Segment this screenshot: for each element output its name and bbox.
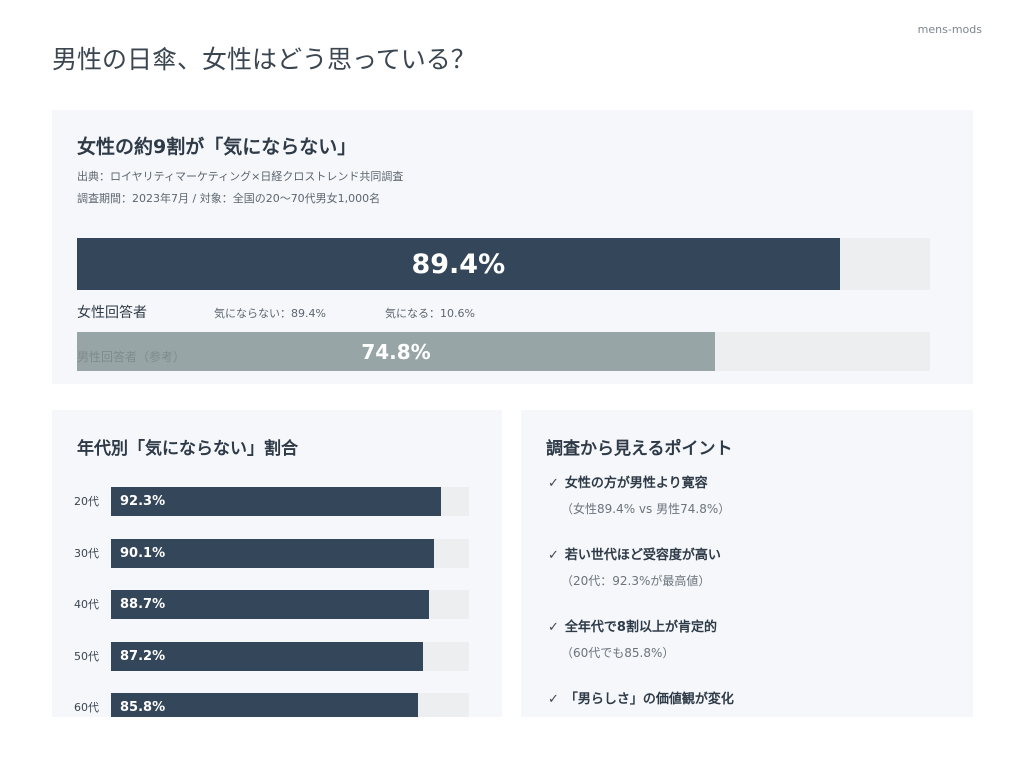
age-row: 20代 92.3% [52, 487, 502, 516]
age-bar-track: 90.1% [111, 538, 469, 568]
female-value-label: 89.4% [411, 248, 506, 280]
age-bar [111, 538, 434, 568]
points-title: 調査から見えるポイント [546, 439, 733, 459]
point-item: ✓ 全年代で8割以上が肯定的 （60代でも85.8%） [548, 616, 717, 661]
page-title: 男性の日傘、女性はどう思っている？ [52, 45, 476, 74]
survey-source: 出典：ロイヤリティマーケティング×日経クロストレンド共同調査 [77, 170, 404, 183]
point-detail: （60代でも85.8%） [561, 646, 675, 660]
age-bar [111, 641, 424, 671]
age-category-label: 20代 [74, 495, 99, 508]
female-respondents-label: 女性回答者 [77, 305, 147, 321]
age-bar [111, 693, 419, 717]
point-heading-text: 若い世代ほど受容度が高い [564, 548, 721, 563]
bothered-breakdown: 気になる：10.6% [385, 307, 475, 320]
age-row: 30代 90.1% [52, 538, 502, 568]
points-card: 調査から見えるポイント ✓ 女性の方が男性より寛容 （女性89.4% vs 男性74… [521, 410, 973, 717]
brand-name: mens-mods [917, 23, 982, 36]
check-icon: ✓ [548, 476, 559, 491]
female-bar-track: 89.4% [77, 238, 930, 290]
not-bothered-breakdown: 気にならない：89.4% [214, 307, 326, 320]
point-detail: （女性89.4% vs 男性74.8%） [561, 502, 731, 516]
point-detail: （20代：92.3%が最高値） [561, 574, 711, 588]
point-heading: ✓ 女性の方が男性より寛容 [548, 472, 730, 491]
point-heading-text: 女性の方が男性より寛容 [564, 476, 708, 491]
age-bar [111, 487, 442, 516]
point-heading: ✓ 全年代で8割以上が肯定的 [548, 616, 717, 635]
age-category-label: 50代 [74, 649, 99, 663]
age-bar-track: 92.3% [111, 487, 469, 516]
age-row: 40代 88.7% [52, 590, 502, 619]
male-bar [77, 332, 716, 371]
point-heading-text: 「男らしさ」の価値観が変化 [564, 692, 734, 707]
male-respondents-label: 男性回答者（参考） [77, 350, 186, 364]
point-item: ✓ 「男らしさ」の価値観が変化健康管理としての評価が主流に [548, 688, 734, 717]
point-detail: 健康管理としての評価が主流に [561, 716, 734, 717]
age-value-label: 90.1% [120, 545, 166, 561]
age-value-label: 88.7% [120, 597, 166, 612]
age-chart-title: 年代別「気にならない」割合 [77, 439, 298, 459]
age-bar-track: 88.7% [111, 590, 469, 619]
age-category-label: 60代 [74, 701, 99, 714]
point-heading: ✓ 「男らしさ」の価値観が変化 [548, 688, 734, 707]
survey-period: 調査期間：2023年7月 / 対象：全国の20〜70代男女1,000名 [77, 192, 381, 205]
age-category-label: 30代 [74, 546, 99, 560]
age-value-label: 87.2% [120, 648, 166, 664]
age-value-label: 92.3% [120, 494, 166, 509]
age-chart-card: 年代別「気にならない」割合 20代 92.3% 30代 90.1% 40代 88.7% 50… [52, 410, 502, 717]
check-icon: ✓ [548, 620, 559, 635]
point-heading-text: 全年代で8割以上が肯定的 [564, 620, 717, 635]
age-bar-track: 85.8% [111, 693, 469, 717]
summary-title: 女性の約9割が「気にならない」 [77, 136, 357, 158]
male-bar-track: 74.8% [77, 332, 930, 371]
point-item: ✓ 女性の方が男性より寛容 （女性89.4% vs 男性74.8%） [548, 472, 730, 517]
age-value-label: 85.8% [120, 700, 166, 715]
point-item: ✓ 若い世代ほど受容度が高い （20代：92.3%が最高値） [548, 544, 721, 589]
point-heading: ✓ 若い世代ほど受容度が高い [548, 544, 721, 563]
female-bar [77, 238, 840, 290]
summary-card: 女性の約9割が「気にならない」 出典：ロイヤリティマーケティング×日経クロストレ… [52, 110, 973, 384]
check-icon: ✓ [548, 692, 559, 707]
age-row: 50代 87.2% [52, 641, 502, 671]
age-bar [111, 590, 429, 619]
age-row: 60代 85.8% [52, 693, 502, 717]
male-value-label: 74.8% [361, 339, 431, 364]
check-icon: ✓ [548, 548, 559, 563]
age-category-label: 40代 [74, 598, 99, 611]
age-bar-track: 87.2% [111, 641, 469, 671]
